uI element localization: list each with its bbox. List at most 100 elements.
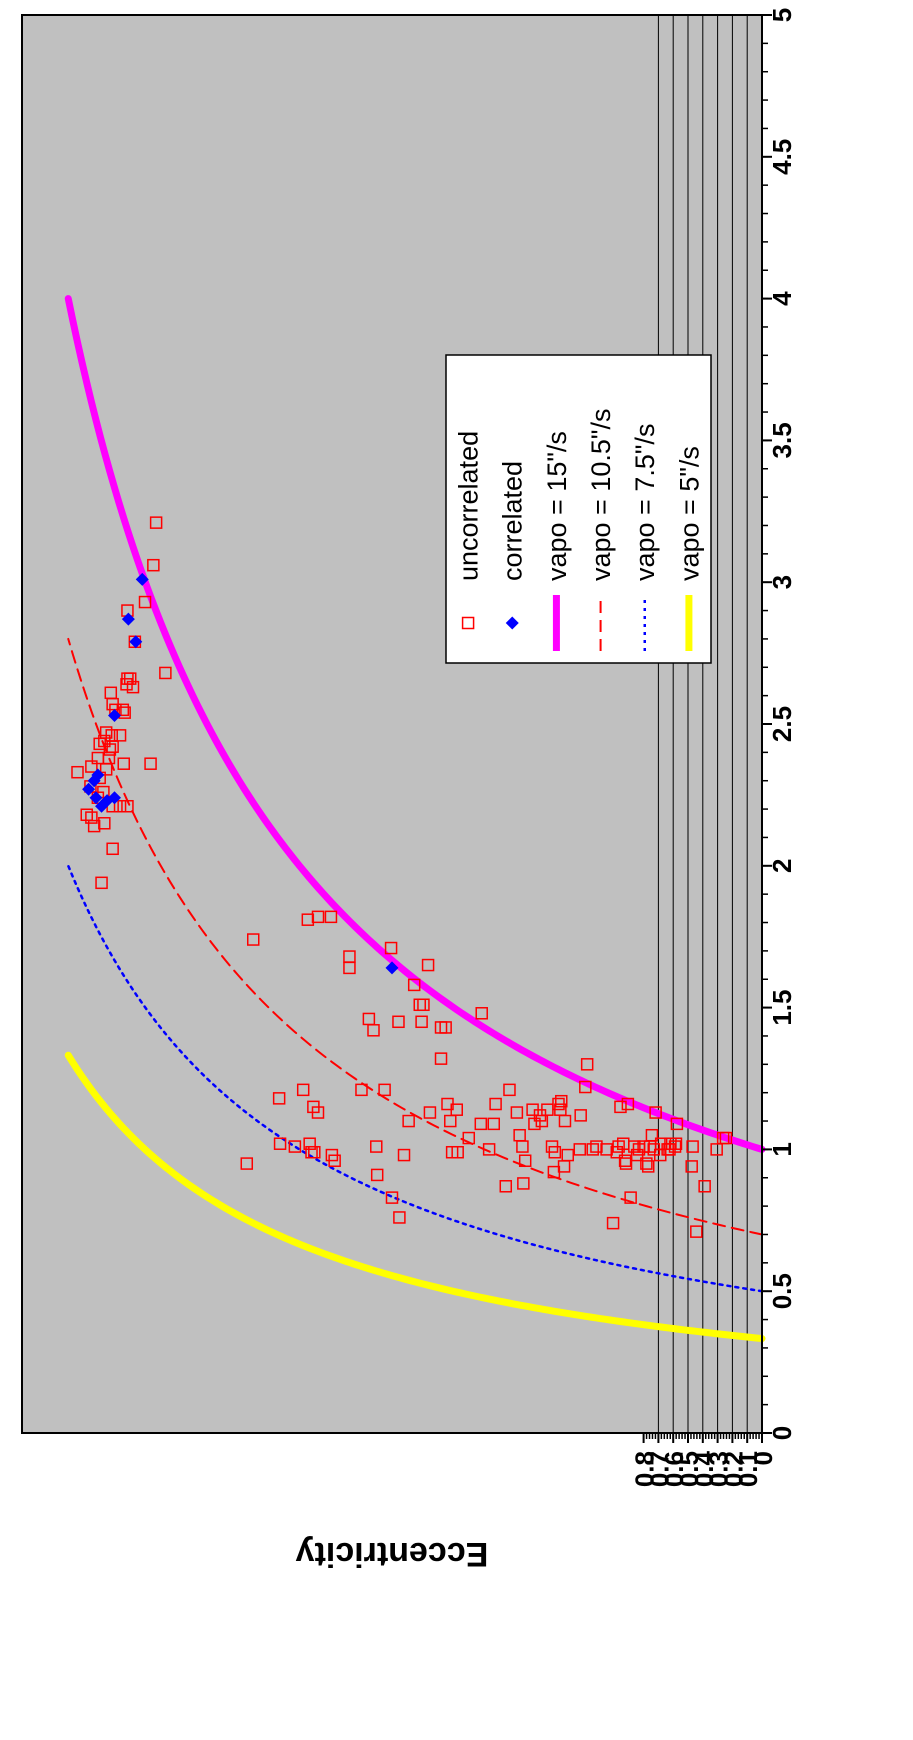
uncorrelated-point bbox=[80, 808, 93, 822]
y-tick-label: 3.5 bbox=[767, 422, 797, 458]
x-tick-label: 0 bbox=[748, 1451, 778, 1465]
uncorrelated-point bbox=[670, 1117, 684, 1131]
uncorrelated-point bbox=[97, 785, 110, 799]
uncorrelated-point bbox=[95, 876, 108, 890]
uncorrelated-point bbox=[392, 1015, 405, 1029]
uncorrelated-point bbox=[407, 978, 421, 992]
uncorrelated-point bbox=[503, 1083, 516, 1097]
uncorrelated-point bbox=[311, 1106, 325, 1119]
legend-symbol bbox=[461, 616, 475, 630]
correlated-point bbox=[91, 768, 105, 782]
x-axis-title: Eccentricity bbox=[296, 1535, 489, 1573]
uncorrelated-point bbox=[669, 1137, 683, 1150]
uncorrelated-point bbox=[247, 933, 260, 946]
uncorrelated-point bbox=[99, 726, 113, 739]
uncorrelated-point bbox=[402, 1114, 415, 1128]
uncorrelated-point bbox=[296, 1083, 310, 1097]
legend-label: vapo = 15"/s bbox=[542, 431, 572, 581]
uncorrelated-point bbox=[690, 1225, 703, 1238]
uncorrelated-point bbox=[118, 706, 131, 719]
uncorrelated-point bbox=[417, 998, 430, 1012]
uncorrelated-point bbox=[288, 1140, 302, 1153]
uncorrelated-point bbox=[423, 1106, 437, 1119]
uncorrelated-point bbox=[555, 1094, 568, 1108]
uncorrelated-point bbox=[355, 1083, 368, 1097]
uncorrelated-point bbox=[370, 1140, 383, 1153]
uncorrelated-point bbox=[686, 1140, 699, 1153]
uncorrelated-point bbox=[573, 1143, 587, 1156]
correlated-point bbox=[129, 635, 143, 649]
uncorrelated-point bbox=[121, 672, 134, 685]
uncorrelated-point bbox=[621, 1097, 635, 1111]
uncorrelated-point bbox=[685, 1160, 698, 1173]
uncorrelated-point bbox=[510, 1106, 524, 1119]
uncorrelated-point bbox=[113, 729, 127, 742]
x-tick-label: 0.4 bbox=[689, 1450, 719, 1487]
legend-label: vapo = 10.5"/s bbox=[586, 409, 616, 581]
uncorrelated-point bbox=[104, 686, 118, 700]
correlated-point bbox=[385, 961, 399, 975]
data-points bbox=[71, 516, 733, 1238]
uncorrelated-point bbox=[668, 1140, 682, 1153]
x-tick-label: 0.3 bbox=[704, 1451, 734, 1487]
y-tick-label: 1.5 bbox=[767, 990, 797, 1026]
uncorrelated-point bbox=[710, 1143, 723, 1156]
y-tick-label: 5 bbox=[767, 8, 797, 22]
uncorrelated-point bbox=[561, 1148, 574, 1162]
uncorrelated-point bbox=[385, 1191, 399, 1204]
uncorrelated-point bbox=[518, 1154, 532, 1167]
uncorrelated-point bbox=[579, 1080, 592, 1094]
y-tick-label: 4.5 bbox=[767, 139, 797, 175]
y-tick-label: 0 bbox=[767, 1426, 797, 1440]
correlated-point bbox=[89, 791, 103, 805]
legend-label: uncorrelated bbox=[454, 431, 484, 581]
uncorrelated-point bbox=[516, 1140, 529, 1153]
legend-box bbox=[445, 354, 712, 664]
uncorrelated-point bbox=[434, 1052, 448, 1065]
uncorrelated-point bbox=[324, 910, 338, 924]
uncorrelated-point bbox=[397, 1148, 411, 1162]
uncorrelated-point bbox=[487, 1117, 500, 1131]
uncorrelated-point bbox=[273, 1137, 287, 1150]
uncorrelated-point bbox=[600, 1143, 613, 1156]
uncorrelated-point bbox=[475, 1007, 488, 1020]
legend-label: correlated bbox=[498, 461, 528, 581]
uncorrelated-point bbox=[98, 817, 111, 830]
uncorrelated-point bbox=[462, 1131, 476, 1145]
uncorrelated-point bbox=[612, 1140, 625, 1153]
uncorrelated-point bbox=[606, 1216, 620, 1230]
uncorrelated-point bbox=[517, 1177, 530, 1190]
uncorrelated-point bbox=[159, 666, 172, 680]
uncorrelated-point bbox=[574, 1109, 587, 1122]
uncorrelated-point bbox=[719, 1131, 733, 1145]
uncorrelated-point bbox=[614, 1100, 627, 1114]
y-axis: 0 0.5 1 1.5 2 2.5 3 3.5 4 4.5 5 bbox=[761, 8, 797, 1440]
uncorrelated-point bbox=[147, 558, 160, 572]
uncorrelated-point bbox=[308, 1145, 321, 1159]
uncorrelated-point bbox=[619, 1157, 633, 1170]
grid-lines bbox=[657, 15, 748, 1433]
x-tick-label: 0.7 bbox=[644, 1451, 674, 1487]
uncorrelated-point bbox=[117, 757, 130, 770]
uncorrelated-point bbox=[144, 757, 157, 770]
curve-series bbox=[67, 637, 763, 1236]
curve-series bbox=[64, 1051, 766, 1343]
uncorrelated-point bbox=[590, 1140, 603, 1153]
uncorrelated-point bbox=[645, 1128, 659, 1142]
uncorrelated-point bbox=[367, 1024, 380, 1037]
correlated-point bbox=[108, 708, 121, 722]
x-tick-label: 0.6 bbox=[659, 1451, 689, 1487]
uncorrelated-point bbox=[311, 910, 325, 924]
correlated-point bbox=[135, 572, 149, 586]
uncorrelated-point bbox=[649, 1106, 662, 1119]
uncorrelated-point bbox=[580, 1058, 594, 1071]
uncorrelated-point bbox=[618, 1154, 632, 1167]
x-axis: 00.10.20.30.40.50.60.70.8 bbox=[22, 1432, 778, 1487]
uncorrelated-point bbox=[87, 819, 101, 833]
uncorrelated-point bbox=[489, 1097, 502, 1111]
uncorrelated-point bbox=[415, 1015, 428, 1029]
uncorrelated-point bbox=[444, 1114, 457, 1128]
uncorrelated-point bbox=[451, 1145, 464, 1159]
legend: uncorrelated correlated vapo = 15"/s vapo =… bbox=[445, 354, 712, 664]
